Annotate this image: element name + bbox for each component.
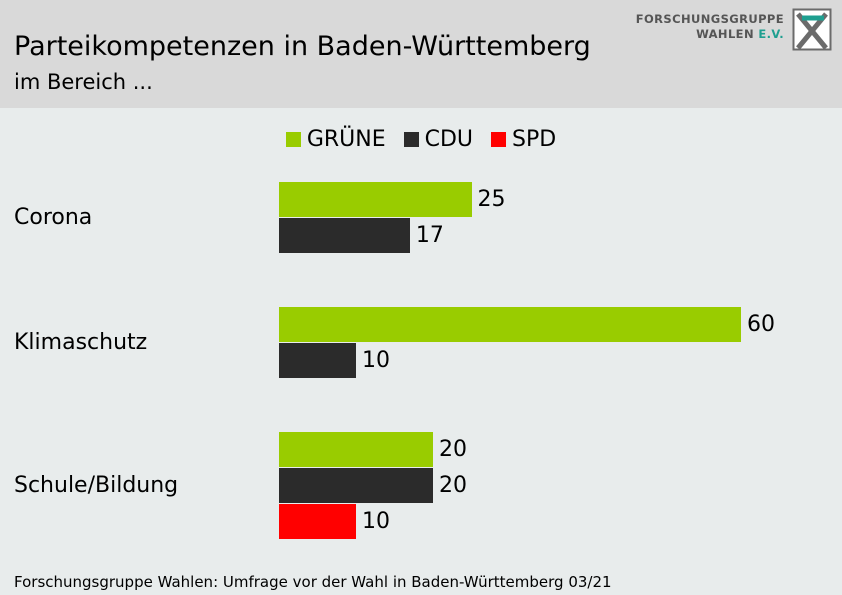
bar-klimaschutz-cdu	[279, 343, 356, 378]
legend-label-cdu: CDU	[424, 126, 474, 152]
bar-klimaschutz-gr-ne	[279, 307, 741, 342]
source-footnote: Forschungsgruppe Wahlen: Umfrage vor der…	[14, 573, 612, 591]
logo-line-2: WAHLEN E.V.	[636, 27, 784, 42]
category-label-schule-bildung: Schule/Bildung	[14, 472, 179, 498]
logo-ev: E.V.	[758, 27, 784, 41]
bar-corona-gr-ne	[279, 182, 472, 217]
category-label-klimaschutz: Klimaschutz	[14, 329, 148, 355]
bar-value-corona-gr-ne: 25	[477, 187, 506, 212]
bar-value-corona-cdu: 17	[415, 223, 444, 248]
legend-label-spd: SPD	[512, 126, 557, 152]
chart-legend: GRÜNE CDU SPD	[0, 124, 842, 154]
logo-wahlen: WAHLEN	[696, 27, 754, 41]
forschungsgruppe-logo: FORSCHUNGSGRUPPE WAHLEN E.V.	[636, 6, 836, 54]
legend-label-gruene: GRÜNE	[306, 126, 386, 152]
bar-value-schule-bildung-cdu: 20	[439, 473, 467, 498]
bar-value-schule-bildung-spd: 10	[362, 509, 390, 534]
logo-x-mark-icon	[792, 8, 832, 51]
bar-schule-bildung-cdu	[279, 468, 433, 503]
bar-schule-bildung-gr-ne	[279, 432, 433, 467]
chart-subtitle: im Bereich ...	[14, 70, 153, 94]
bar-value-schule-bildung-gr-ne: 20	[439, 437, 467, 462]
chart-title: Parteikompetenzen in Baden-Württemberg	[14, 31, 591, 62]
legend-swatch-spd	[491, 131, 507, 147]
legend-item-cdu: CDU	[403, 126, 474, 152]
legend-item-spd: SPD	[491, 127, 556, 152]
logo-text: FORSCHUNGSGRUPPE WAHLEN E.V.	[636, 12, 784, 42]
bar-schule-bildung-spd	[279, 504, 356, 539]
bar-corona-cdu	[279, 218, 410, 253]
category-label-corona: Corona	[14, 204, 93, 230]
bar-value-klimaschutz-gr-ne: 60	[747, 312, 775, 337]
legend-item-gruene: GRÜNE	[285, 126, 386, 152]
header-band: Parteikompetenzen in Baden-Württemberg i…	[0, 0, 842, 108]
legend-swatch-cdu	[403, 131, 419, 147]
legend-swatch-gruene	[285, 131, 301, 147]
logo-line-1: FORSCHUNGSGRUPPE	[635, 12, 784, 26]
bar-value-klimaschutz-cdu: 10	[362, 348, 390, 373]
